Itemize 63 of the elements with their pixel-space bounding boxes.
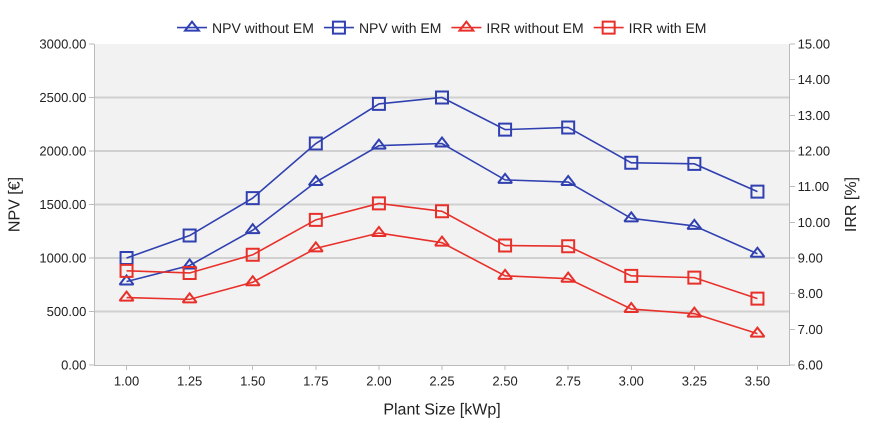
y2-axis-title: IRR [%] (842, 176, 860, 232)
point (372, 96, 386, 111)
point (498, 122, 512, 137)
point (561, 120, 576, 134)
y2-tick-label: 14.00 (798, 72, 830, 88)
point (118, 290, 134, 302)
y2-tick-label: 13.00 (798, 108, 830, 123)
y-tick-label: 2000.00 (39, 144, 86, 159)
point (120, 264, 134, 278)
point (624, 268, 638, 283)
point (687, 270, 702, 285)
y2-tick-label: 9.00 (798, 250, 823, 266)
y2-tick-label: 7.00 (798, 322, 823, 337)
point (372, 196, 386, 210)
y-tick-label: 1000.00 (39, 250, 86, 266)
x-tick-label: 2.25 (429, 374, 455, 389)
x-tick-label: 1.25 (176, 374, 202, 389)
point (750, 292, 764, 306)
x-tick-label: 1.75 (303, 374, 328, 389)
point (308, 136, 323, 151)
y-tick-label: 0.00 (61, 358, 86, 373)
x-tick-label: 2.50 (492, 374, 518, 389)
y-axis-title: NPV [€] (6, 176, 24, 232)
point (624, 156, 638, 170)
legend-label: IRR without EM (486, 20, 584, 36)
legend-label: NPV without EM (212, 20, 314, 36)
x-axis-title: Plant Size [kWp] (383, 401, 501, 418)
point (182, 228, 197, 243)
y2-tick-label: 12.00 (798, 144, 830, 159)
point (750, 184, 764, 199)
legend-label: NPV with EM (358, 20, 442, 36)
point (308, 212, 323, 227)
x-tick-label: 3.00 (618, 374, 644, 389)
point (434, 236, 450, 247)
point (120, 251, 134, 265)
point (687, 156, 702, 171)
x-tick-label: 1.50 (240, 374, 266, 389)
point (434, 136, 450, 148)
point (498, 238, 512, 253)
y-tick-label: 2500.00 (39, 90, 86, 106)
y-tick-label: 500.00 (46, 304, 86, 320)
point (182, 266, 197, 280)
y-tick-label: 1500.00 (39, 197, 86, 212)
point (750, 326, 766, 338)
x-tick-label: 3.50 (744, 374, 770, 389)
point (246, 248, 260, 262)
point (750, 246, 766, 258)
y2-tick-label: 15.00 (798, 36, 830, 52)
legend-label: IRR with EM (628, 20, 706, 36)
point (435, 90, 449, 104)
x-tick-label: 3.25 (682, 374, 708, 389)
point (561, 239, 576, 254)
y-tick-label: 3000.00 (39, 36, 86, 52)
point (435, 204, 449, 218)
point (246, 191, 260, 206)
y2-tick-label: 10.00 (798, 214, 830, 230)
y2-tick-label: 6.00 (798, 358, 823, 373)
x-tick-label: 2.00 (366, 374, 392, 389)
y2-tick-label: 11.00 (798, 179, 830, 194)
y2-tick-label: 8.00 (798, 286, 823, 302)
x-tick-label: 1.00 (114, 374, 140, 389)
point (118, 274, 134, 286)
x-tick-label: 2.75 (556, 374, 581, 389)
